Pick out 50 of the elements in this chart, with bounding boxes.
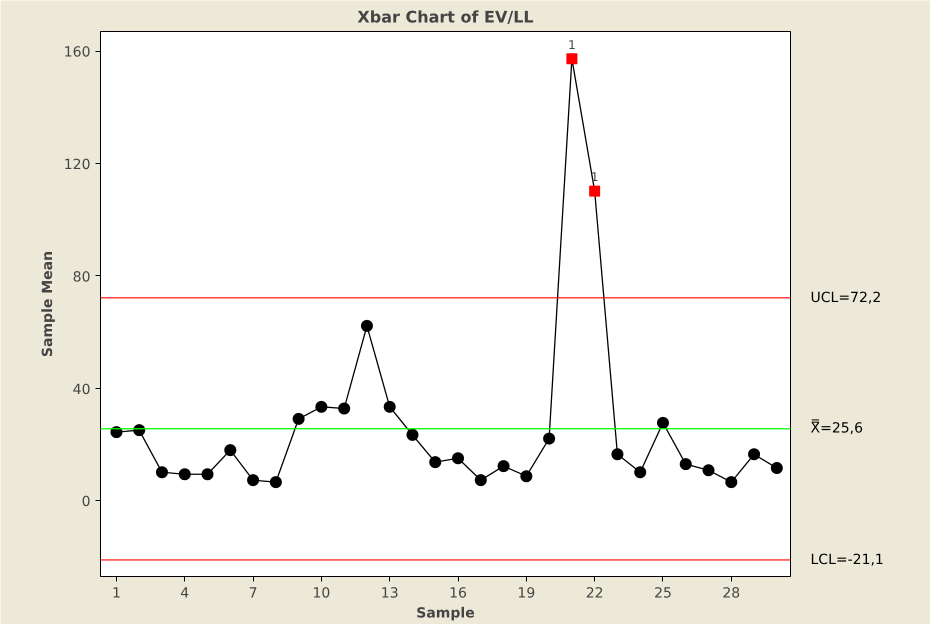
point [224,444,236,456]
point [520,470,532,482]
point [406,428,418,441]
point [315,400,328,413]
point [611,448,624,460]
point [656,416,669,429]
point [429,456,442,468]
x-tick-label: 1 [112,586,121,602]
point [589,186,600,197]
x-tick-label: 22 [586,586,604,602]
point [725,476,738,488]
y-tick-label: 0 [82,494,91,510]
x-tick-label: 16 [449,586,468,602]
point [566,53,578,64]
y-tick-label: 120 [64,157,91,174]
x-tick-label: 19 [517,586,536,602]
point [634,466,646,478]
annotation: 1 [568,38,576,52]
chart-title: Xbar Chart of EV/LL [357,8,534,26]
point [384,400,396,413]
point [770,462,783,474]
x-axis-title: Sample [416,606,475,622]
ref-line-label: UCL=72,2 [810,290,882,306]
x-tick-label: 13 [380,586,399,602]
point [156,466,168,478]
point [543,432,556,445]
x-tick-label: 7 [248,586,258,602]
point [292,412,305,425]
x-tick-label: 10 [312,586,330,602]
y-tick-label: 80 [72,269,91,286]
point [360,320,373,332]
ref-line-label: LCL=-21,1 [810,552,884,568]
point [748,448,760,460]
x-tick-label: 4 [180,586,190,602]
x-tick-label: 25 [654,586,672,602]
point [702,464,715,476]
y-tick-label: 160 [64,44,91,61]
ref-line-label: X̿=25,6 [810,419,864,437]
point [474,474,487,486]
point [270,476,282,488]
point [202,468,214,480]
point [498,460,510,472]
point [338,402,350,414]
point [680,458,692,470]
x-tick-label: 28 [722,586,740,602]
y-tick-label: 40 [72,382,91,398]
point [247,474,260,486]
point [452,452,464,464]
y-axis-title: Sample Mean [40,250,56,358]
point [178,468,191,480]
